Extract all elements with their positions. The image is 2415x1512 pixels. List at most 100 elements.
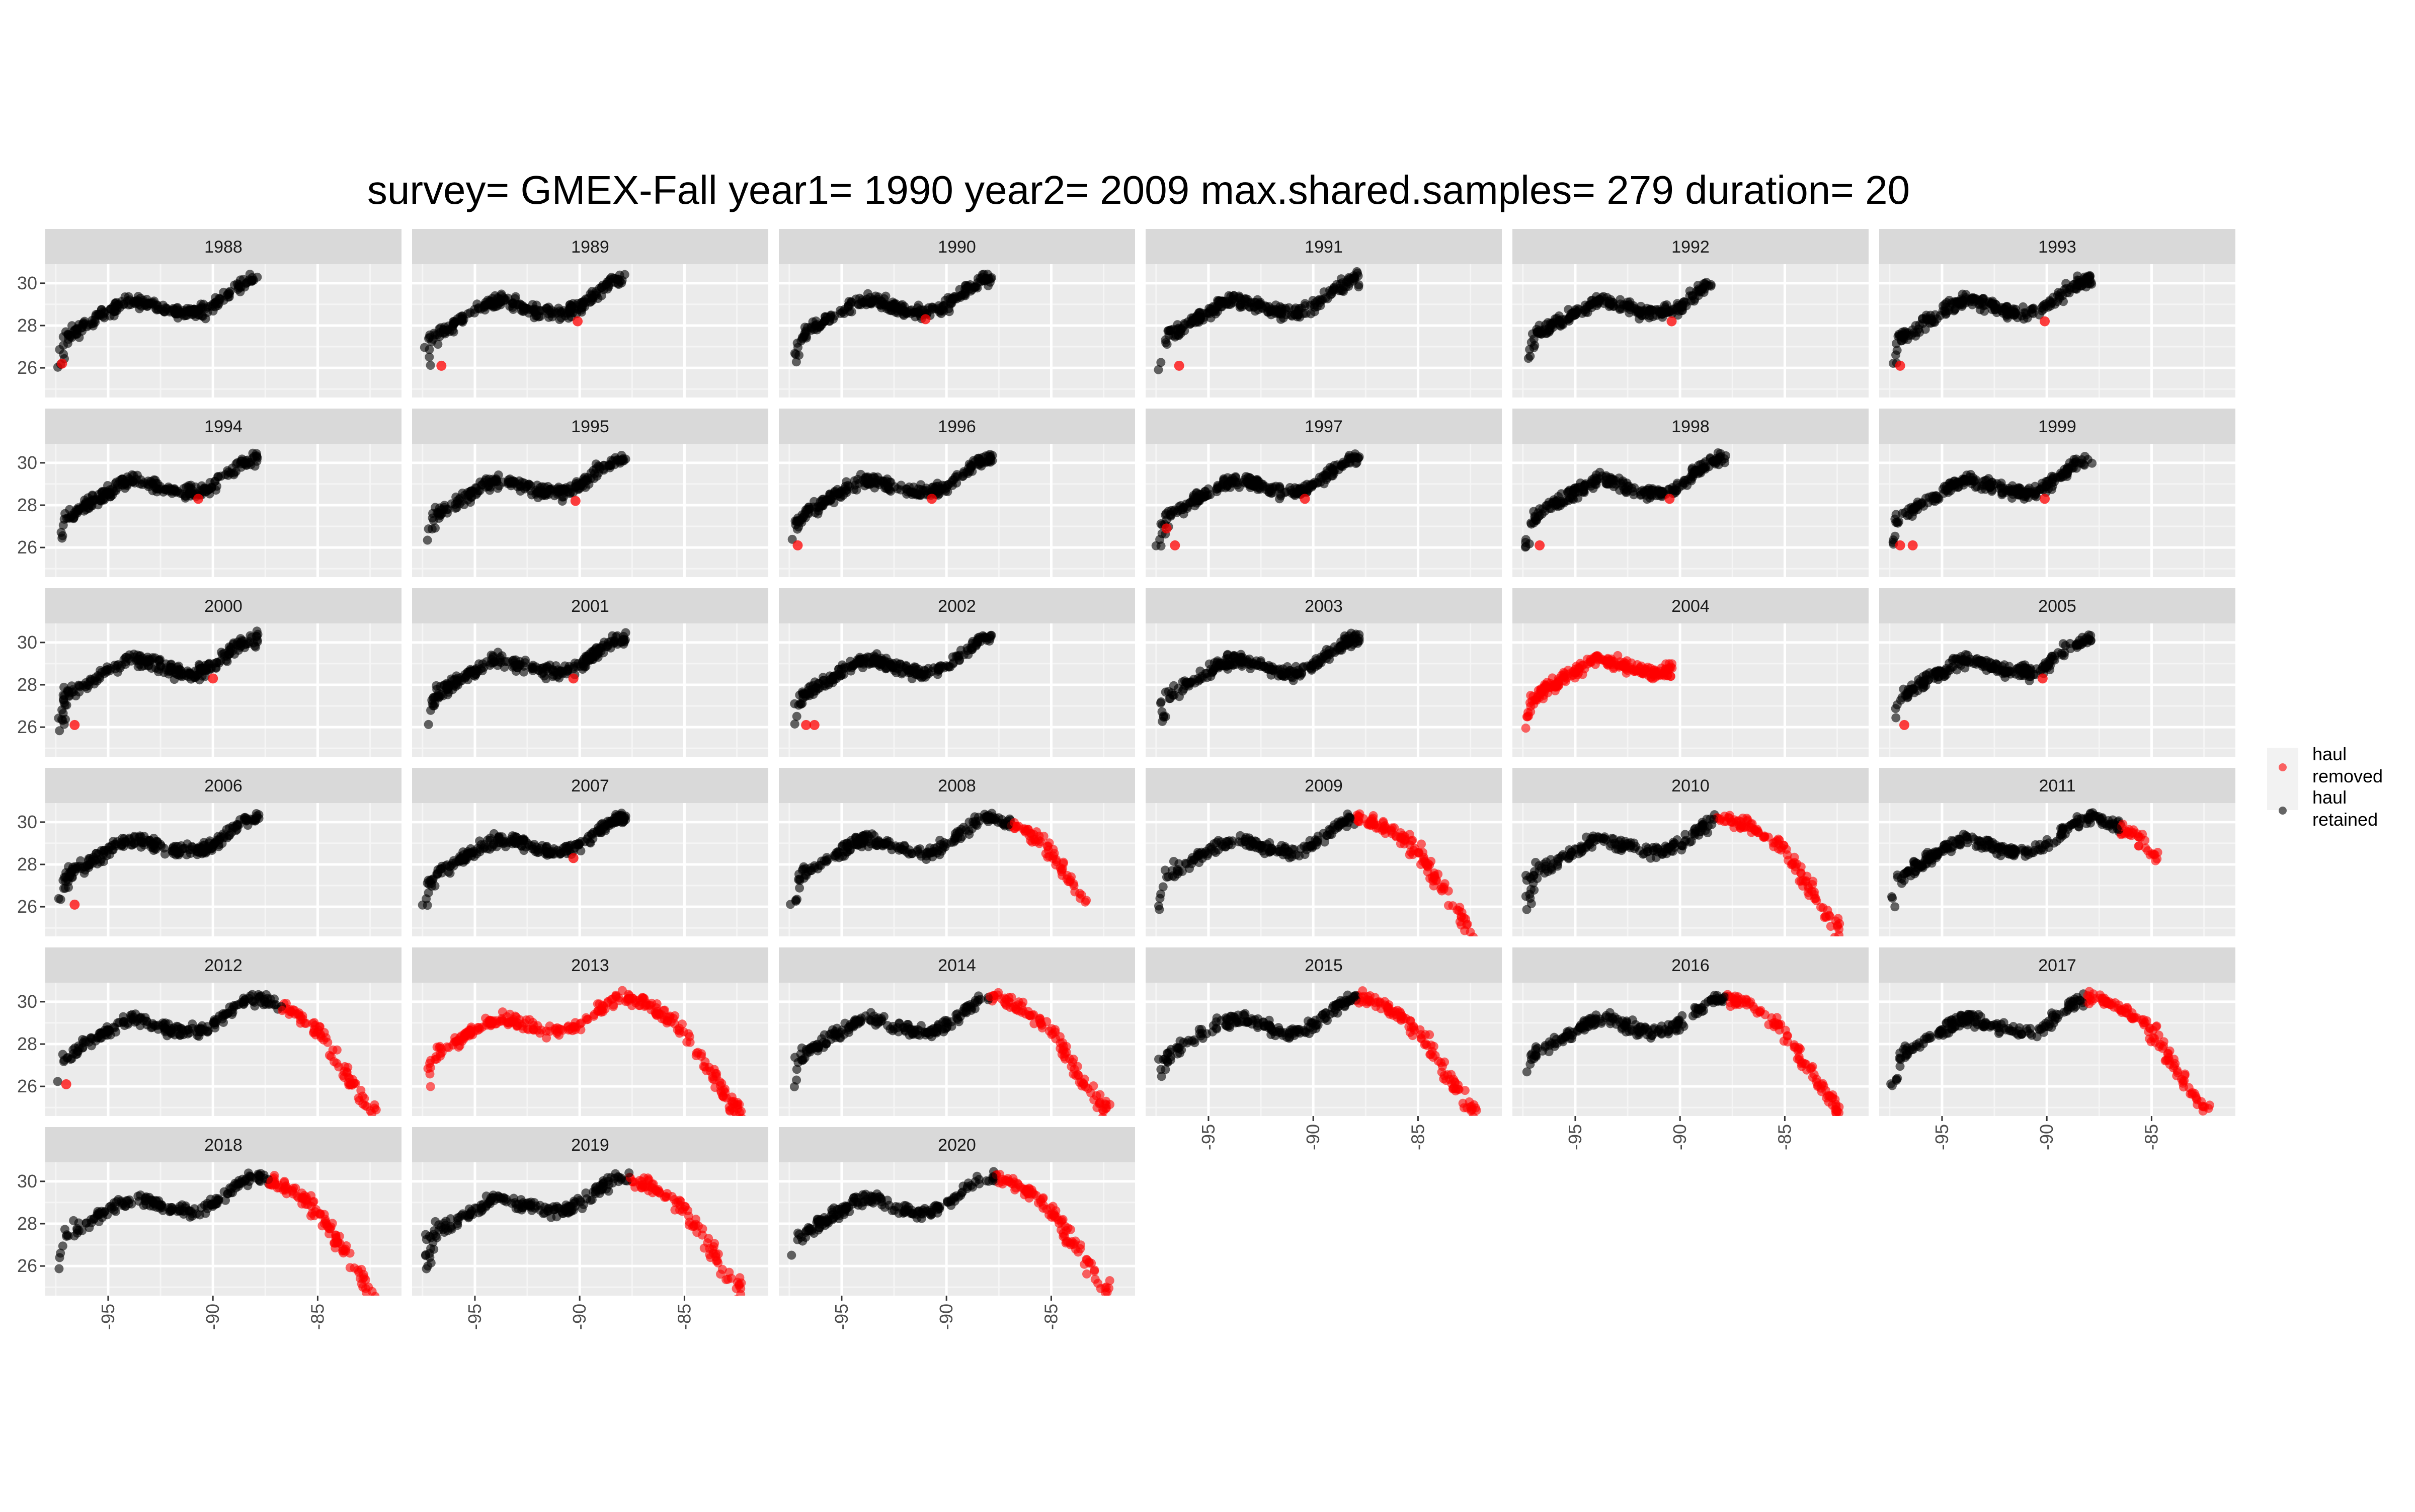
- point-retained: [934, 667, 943, 676]
- point-retained: [559, 306, 568, 315]
- point-retained: [111, 841, 120, 850]
- point-removed: [810, 720, 820, 730]
- point-retained: [1646, 490, 1655, 499]
- point-removed: [1535, 540, 1545, 550]
- point-retained: [1303, 486, 1312, 495]
- point-removed: [2040, 316, 2050, 327]
- point-retained: [1227, 477, 1236, 486]
- point-removed: [569, 673, 579, 683]
- point-removed: [1526, 707, 1535, 717]
- point-removed: [792, 540, 802, 550]
- point-retained: [1892, 510, 1901, 519]
- point-retained: [540, 671, 549, 680]
- facet-strip-label: 1998: [1671, 417, 1710, 436]
- point-retained: [1896, 696, 1905, 705]
- point-retained: [865, 297, 874, 306]
- point-retained: [815, 322, 824, 331]
- point-retained: [1223, 651, 1232, 660]
- point-retained: [1161, 338, 1170, 347]
- point-retained: [1592, 301, 1601, 310]
- point-retained: [426, 361, 435, 370]
- point-retained: [1181, 678, 1190, 687]
- point-retained: [826, 313, 835, 322]
- point-retained: [847, 307, 856, 316]
- chart-title: survey= GMEX-Fall year1= 1990 year2= 200…: [367, 168, 1910, 212]
- point-retained: [538, 664, 547, 673]
- point-retained: [1529, 507, 1538, 516]
- point-retained: [211, 293, 220, 302]
- point-removed: [921, 314, 931, 324]
- point-retained: [1152, 541, 1161, 550]
- facet-panel: 1998: [1512, 409, 1869, 577]
- point-removed: [1908, 540, 1918, 550]
- point-retained: [424, 720, 433, 729]
- point-retained: [484, 482, 493, 491]
- point-retained: [543, 482, 552, 491]
- point-retained: [1525, 539, 1534, 548]
- point-removed: [2038, 673, 2048, 683]
- facet-panel: 2004: [1512, 588, 1869, 757]
- point-retained: [211, 486, 220, 495]
- point-retained: [2019, 314, 2028, 324]
- point-retained: [1258, 480, 1267, 489]
- facet-panel: 1995: [412, 409, 768, 577]
- point-retained: [523, 481, 532, 490]
- point-retained: [1185, 320, 1194, 329]
- point-retained: [1658, 487, 1667, 496]
- point-removed: [1895, 361, 1905, 371]
- point-retained: [1287, 489, 1297, 498]
- point-removed: [1533, 695, 1542, 704]
- point-retained: [1912, 503, 1921, 512]
- point-retained: [2059, 639, 2068, 648]
- point-retained: [478, 659, 487, 668]
- point-removed: [571, 496, 581, 506]
- point-retained: [842, 488, 851, 497]
- point-retained: [1688, 291, 1697, 300]
- point-retained: [2063, 468, 2072, 477]
- point-retained: [1622, 484, 1631, 493]
- point-retained: [244, 821, 253, 830]
- point-removed: [1174, 361, 1184, 371]
- point-retained: [1354, 282, 1363, 291]
- facet-strip-label: 2007: [571, 776, 609, 795]
- point-retained: [1976, 656, 1985, 665]
- point-retained: [580, 296, 589, 305]
- point-retained: [136, 832, 145, 841]
- point-retained: [1601, 471, 1611, 480]
- point-retained: [527, 663, 536, 672]
- point-retained: [1285, 666, 1295, 675]
- point-retained: [1192, 497, 1201, 506]
- point-retained: [118, 474, 127, 484]
- facet-strip-label: 1991: [1305, 237, 1343, 257]
- point-retained: [428, 509, 437, 518]
- point-retained: [826, 675, 835, 684]
- point-retained: [253, 637, 262, 646]
- point-retained: [1197, 672, 1206, 681]
- point-retained: [1555, 321, 1564, 330]
- point-retained: [598, 281, 607, 290]
- point-retained: [84, 861, 93, 870]
- point-removed: [573, 316, 583, 327]
- point-removed: [1569, 671, 1578, 680]
- point-retained: [69, 327, 78, 336]
- point-retained: [453, 676, 462, 685]
- point-retained: [1530, 335, 1539, 344]
- point-retained: [1224, 291, 1233, 300]
- point-removed: [1655, 667, 1664, 676]
- point-retained: [1661, 303, 1670, 312]
- point-retained: [225, 287, 234, 296]
- point-retained: [987, 273, 996, 282]
- point-retained: [501, 657, 510, 666]
- point-retained: [1241, 479, 1250, 488]
- point-retained: [1959, 476, 1968, 486]
- point-retained: [1190, 678, 1199, 687]
- point-retained: [1638, 486, 1647, 495]
- point-retained: [1545, 326, 1554, 335]
- point-retained: [1564, 488, 1573, 497]
- facet-strip-label: 1999: [2038, 417, 2076, 436]
- point-retained: [2079, 460, 2088, 469]
- point-retained: [814, 502, 823, 511]
